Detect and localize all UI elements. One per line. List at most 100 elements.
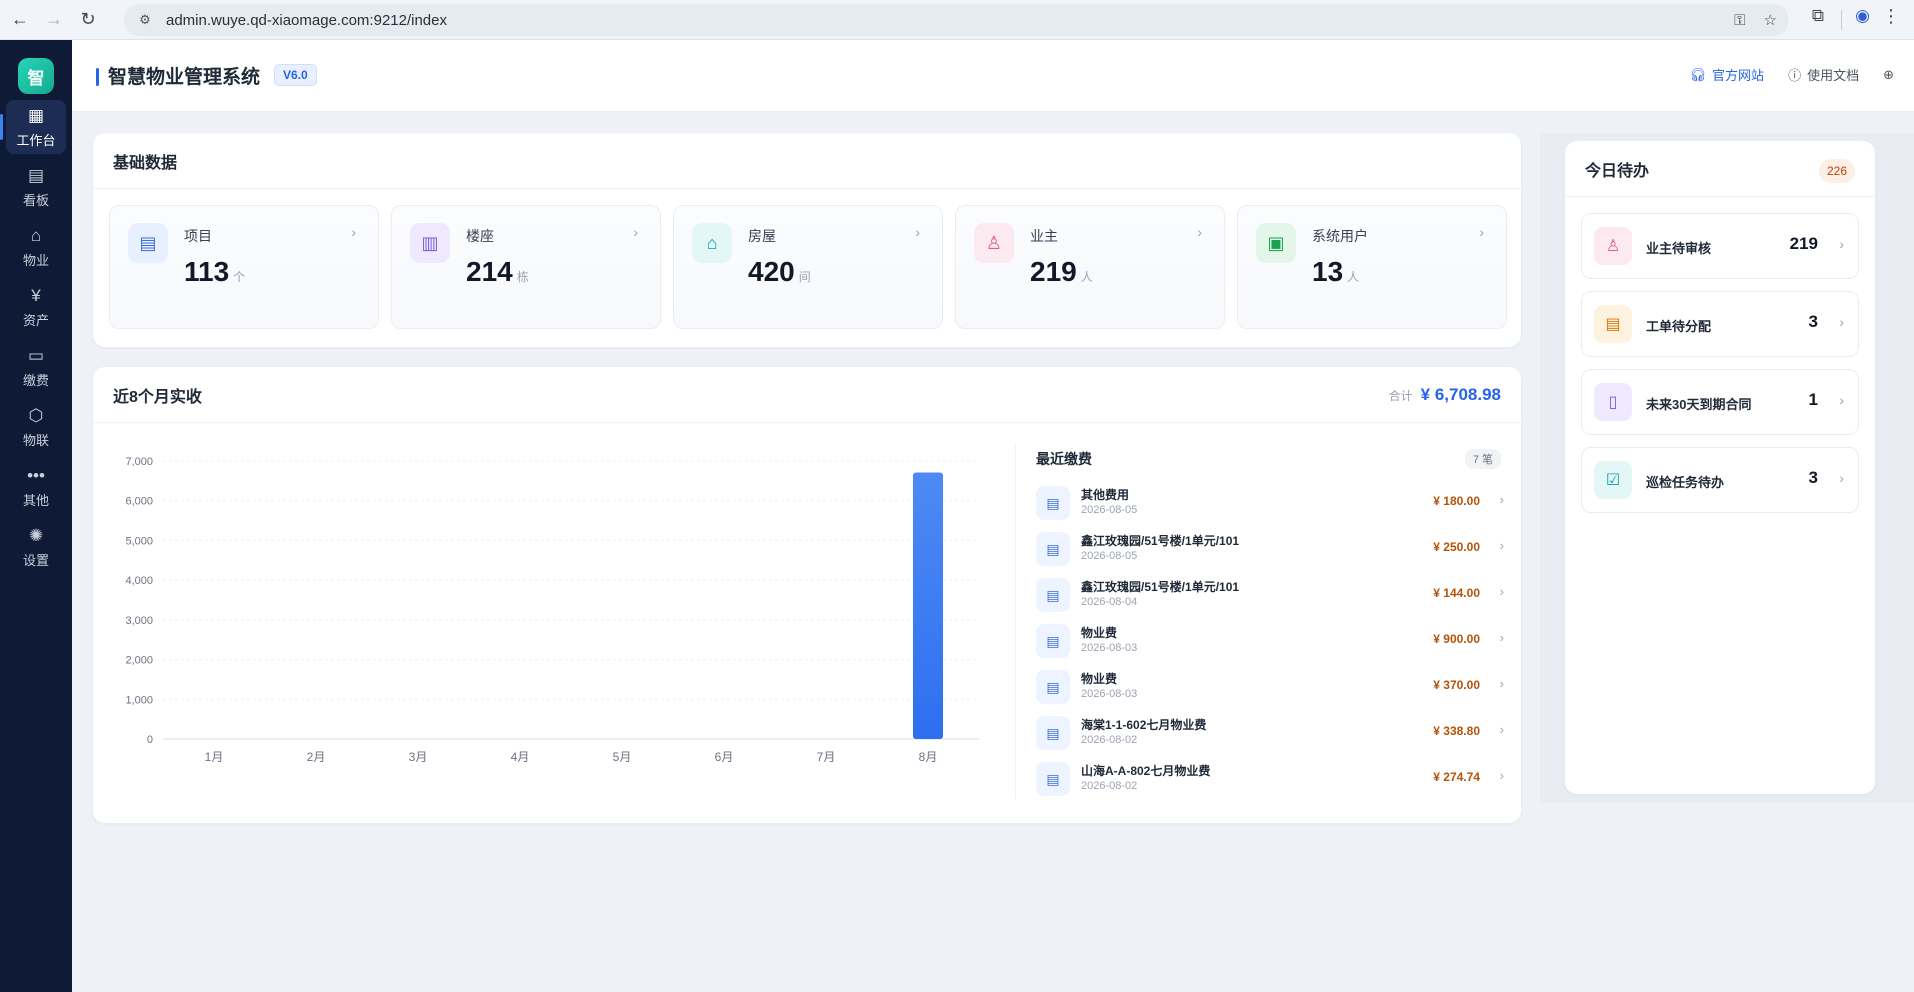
x-tick-label: 7月 (817, 750, 836, 764)
payment-date: 2026-08-02 (1081, 780, 1138, 792)
todo-title: 今日待办 (1565, 141, 1875, 197)
chevron-right-icon: › (1499, 538, 1504, 553)
stat-card[interactable]: ▣ 系统用户 13 人 › (1237, 205, 1507, 329)
version-badge: V6.0 (274, 64, 317, 86)
receipt-icon: ▤ (1036, 486, 1070, 520)
payment-date: 2026-08-04 (1081, 596, 1138, 608)
x-tick-label: 8月 (919, 750, 938, 764)
payment-amount: ¥ 144.00 (1433, 586, 1480, 600)
language-button[interactable]: ⊕ (1883, 67, 1894, 83)
todo-item[interactable]: ♙ 业主待审核 219 › (1581, 213, 1859, 279)
stat-card[interactable]: ⌂ 房屋 420 间 › (673, 205, 943, 329)
todo-name: 工单待分配 (1646, 319, 1712, 334)
y-tick-label: 2,000 (125, 655, 153, 667)
app-logo[interactable]: 智 (18, 58, 54, 94)
payment-row[interactable]: ▤ 鑫江玫瑰园/51号楼/1单元/101 2026-08-04 ¥ 144.00 › (1036, 572, 1508, 618)
todo-count: 3 (1808, 312, 1818, 331)
y-tick-label: 5,000 (125, 535, 153, 547)
stat-card[interactable]: ▤ 项目 113 个 › (109, 205, 379, 329)
gear-icon: ✺ (28, 525, 44, 545)
stat-name: 楼座 (466, 228, 494, 244)
recent-payments-count: 7 笔 (1464, 449, 1501, 469)
browser-menu-icon[interactable]: ⋮ (1882, 6, 1900, 26)
chevron-right-icon: › (915, 224, 920, 240)
docs-link[interactable]: ⓘ 使用文档 (1788, 65, 1859, 84)
sidebar-item-4[interactable]: ▭ 缴费 (6, 340, 66, 394)
y-tick-label: 7,000 (125, 456, 153, 468)
todo-item[interactable]: ▤ 工单待分配 3 › (1581, 291, 1859, 357)
extensions-icon[interactable]: ⧉ (1811, 6, 1824, 25)
y-tick-label: 6,000 (125, 496, 153, 508)
payment-amount: ¥ 900.00 (1433, 632, 1480, 646)
site-settings-icon[interactable]: ⚙ (139, 12, 151, 27)
chart-bar[interactable] (913, 472, 943, 739)
sidebar-item-1[interactable]: ▤ 看板 (6, 160, 66, 214)
person-icon: ♙ (974, 223, 1014, 263)
toolbar-divider (1841, 10, 1842, 30)
payment-row[interactable]: ▤ 其他费用 2026-08-05 ¥ 180.00 › (1036, 480, 1508, 526)
payment-name: 鑫江玫瑰园/51号楼/1单元/101 (1081, 580, 1240, 594)
sidebar-item-6[interactable]: ••• 其他 (6, 460, 66, 514)
bill-icon: ▭ (27, 345, 45, 365)
payment-amount: ¥ 180.00 (1433, 494, 1480, 508)
sidebar-item-label: 其他 (22, 492, 49, 508)
basic-data-title: 基础数据 (93, 133, 1521, 189)
url-text[interactable]: admin.wuye.qd-xiaomage.com:9212/index (166, 11, 447, 29)
todo-item[interactable]: ☑ 巡检任务待办 3 › (1581, 447, 1859, 513)
x-tick-label: 2月 (307, 750, 326, 764)
stat-card[interactable]: ♙ 业主 219 人 › (955, 205, 1225, 329)
payment-row[interactable]: ▤ 鑫江玫瑰园/51号楼/1单元/101 2026-08-05 ¥ 250.00 › (1036, 526, 1508, 572)
sidebar-item-7[interactable]: ✺ 设置 (6, 520, 66, 574)
stat-unit: 栋 (516, 270, 529, 284)
stat-name: 业主 (1030, 228, 1058, 244)
sidebar-item-5[interactable]: ⬡ 物联 (6, 400, 66, 454)
payment-row[interactable]: ▤ 物业费 2026-08-03 ¥ 370.00 › (1036, 664, 1508, 710)
payment-row[interactable]: ▤ 海棠1-1-602七月物业费 2026-08-02 ¥ 338.80 › (1036, 710, 1508, 756)
payment-name: 山海A-A-802七月物业费 (1081, 764, 1211, 778)
todo-count: 219 (1789, 234, 1818, 253)
todo-count-badge: 226 (1819, 159, 1855, 183)
todo-count: 1 (1808, 390, 1818, 409)
payment-date: 2026-08-05 (1081, 504, 1138, 516)
tower-icon: ▥ (410, 223, 450, 263)
chevron-right-icon: › (351, 224, 356, 240)
sidebar-item-label: 物业 (22, 252, 49, 268)
id-card-icon: ▣ (1256, 223, 1296, 263)
profile-icon[interactable]: ◉ (1855, 6, 1870, 25)
stat-unit: 个 (233, 270, 246, 284)
forward-arrow-icon[interactable]: → (45, 9, 63, 29)
payment-amount: ¥ 370.00 (1433, 678, 1480, 692)
receipt-icon: ▤ (1036, 578, 1070, 612)
payment-date: 2026-08-05 (1081, 550, 1138, 562)
sidebar-item-2[interactable]: ⌂ 物业 (6, 220, 66, 274)
chevron-right-icon: › (1839, 392, 1844, 408)
x-tick-label: 5月 (613, 750, 632, 764)
home-icon: ⌂ (30, 225, 42, 245)
payment-name: 物业费 (1081, 626, 1118, 640)
stat-unit: 人 (1080, 270, 1093, 284)
page-header: 智慧物业管理系统 V6.0 🎧︎ 官方网站 ⓘ 使用文档 ⊕ (72, 40, 1914, 112)
reload-icon[interactable]: ↻ (80, 9, 96, 29)
payment-date: 2026-08-03 (1081, 642, 1138, 654)
sidebar-item-0[interactable]: ▦ 工作台 (0, 100, 66, 154)
payment-row[interactable]: ▤ 物业费 2026-08-03 ¥ 900.00 › (1036, 618, 1508, 664)
receipt-icon: ▤ (1036, 532, 1070, 566)
todo-item[interactable]: ▯ 未来30天到期合同 1 › (1581, 369, 1859, 435)
revenue-title: 近8个月实收 (93, 367, 1521, 423)
sidebar-item-3[interactable]: ¥ 资产 (6, 280, 66, 334)
x-tick-label: 4月 (511, 750, 530, 764)
checklist-icon: ☑ (1594, 461, 1632, 499)
payment-row[interactable]: ▤ 山海A-A-802七月物业费 2026-08-02 ¥ 274.74 › (1036, 756, 1508, 802)
official-site-link[interactable]: 🎧︎ 官方网站 (1690, 65, 1765, 84)
password-key-icon[interactable]: ⚿ (1734, 11, 1746, 29)
user-check-icon: ♙ (1594, 227, 1632, 265)
hexagon-icon: ⬡ (28, 405, 44, 425)
chevron-right-icon: › (1479, 224, 1484, 240)
x-tick-label: 3月 (409, 750, 428, 764)
back-arrow-icon[interactable]: ← (11, 9, 29, 29)
browser-toolbar: ← → ↻ ⚙ admin.wuye.qd-xiaomage.com:9212/… (0, 0, 1914, 40)
address-bar[interactable]: ⚙ admin.wuye.qd-xiaomage.com:9212/index … (124, 4, 1789, 36)
stat-card[interactable]: ▥ 楼座 214 栋 › (391, 205, 661, 329)
bookmark-star-icon[interactable]: ☆ (1763, 12, 1777, 29)
chevron-right-icon: › (1839, 236, 1844, 252)
